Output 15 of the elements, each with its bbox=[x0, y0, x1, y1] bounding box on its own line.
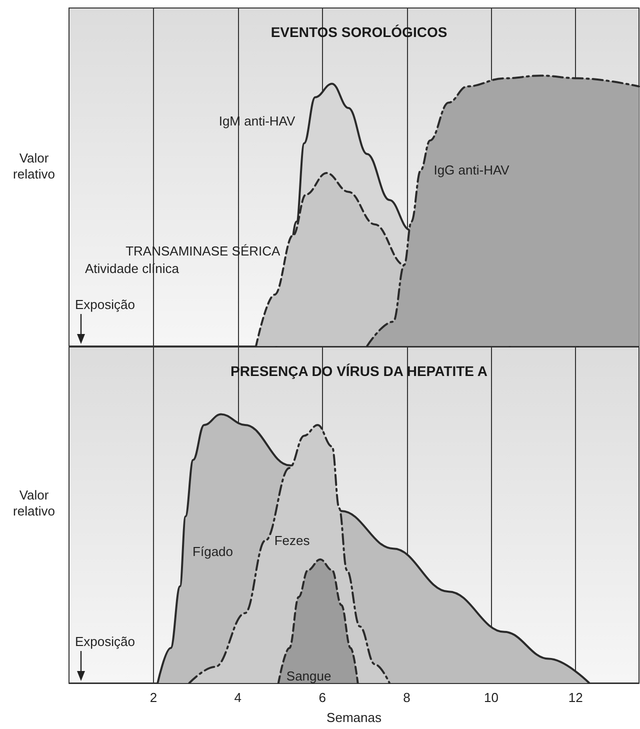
x-tick-label: 4 bbox=[234, 690, 242, 705]
series-label: Fezes bbox=[274, 533, 310, 548]
annotation: Exposição bbox=[75, 634, 135, 649]
series-label: Sangue bbox=[286, 668, 332, 684]
series-label: IgG anti-HAV bbox=[434, 162, 510, 178]
annotation: Exposição bbox=[75, 297, 135, 312]
x-tick-label: 12 bbox=[568, 690, 583, 705]
x-tick-label: 6 bbox=[318, 690, 326, 705]
x-tick-label: 8 bbox=[403, 690, 410, 705]
x-tick-label: 2 bbox=[150, 690, 158, 705]
y-axis-title: Valor relativo bbox=[13, 488, 55, 518]
y-axis-title: Valor relativo bbox=[13, 150, 55, 182]
series-label: Fígado bbox=[192, 544, 234, 559]
x-tick-label: 10 bbox=[484, 690, 498, 705]
x-axis-title: Semanas bbox=[326, 710, 382, 725]
